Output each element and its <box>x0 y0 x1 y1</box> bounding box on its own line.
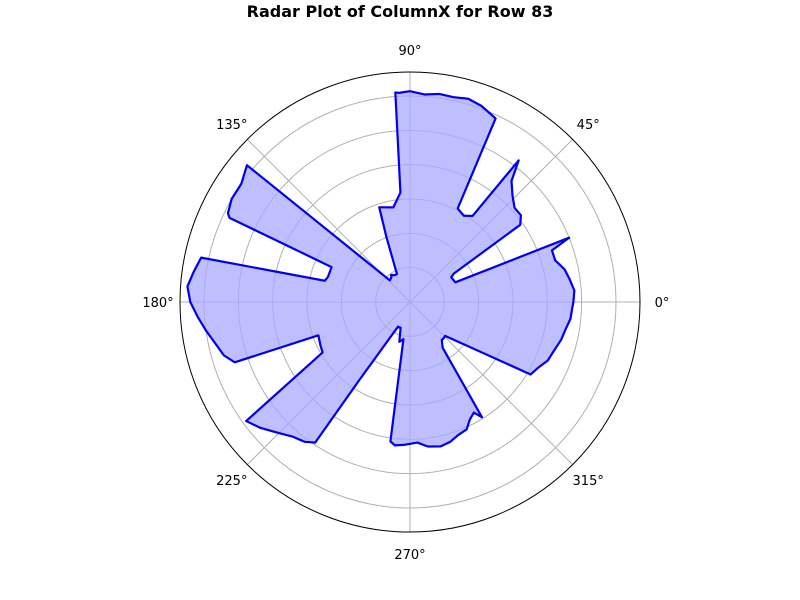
angle-tick-label-5: 225° <box>216 474 247 489</box>
chart-title: Radar Plot of ColumnX for Row 83 <box>246 2 554 21</box>
angle-tick-label-2: 90° <box>398 44 421 59</box>
angle-tick-label-4: 180° <box>142 296 173 311</box>
angle-tick-labels: 0° 45° 90° 135° 180° 225° 270° 315° <box>142 44 669 563</box>
angle-tick-label-0: 0° <box>655 296 670 311</box>
angle-tick-label-7: 315° <box>573 474 604 489</box>
angle-tick-label-1: 45° <box>577 118 600 133</box>
polar-frame <box>179 71 641 533</box>
angle-tick-label-3: 135° <box>216 118 247 133</box>
series-layer <box>186 90 576 448</box>
series-line-0 <box>186 90 576 448</box>
series-fill-0 <box>187 91 575 447</box>
angle-tick-label-6: 270° <box>394 548 425 563</box>
